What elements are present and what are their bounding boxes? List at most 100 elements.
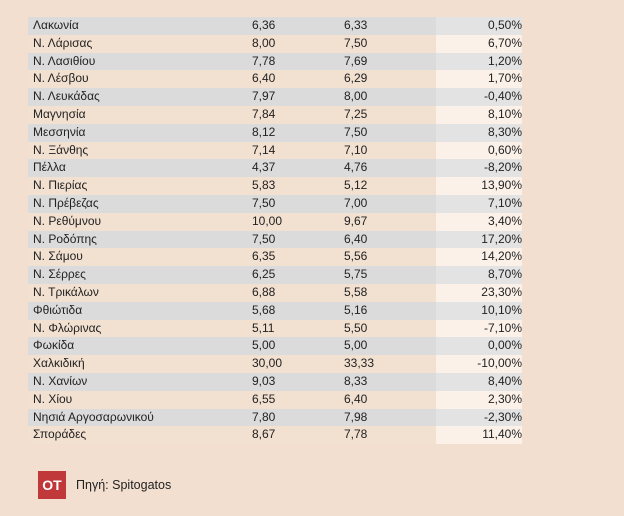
table-row: Ν. Σέρρες 6,25 5,75 8,70% — [28, 266, 522, 284]
region-name-cell: Χαλκιδική — [33, 356, 85, 371]
change-percent-cell: 8,30% — [436, 123, 522, 142]
value-2022-cell: 4,76 — [344, 160, 368, 175]
region-name-cell: Ν. Σάμου — [33, 249, 83, 264]
value-2023-cell: 4,37 — [252, 160, 276, 175]
table-row: Ν. Πιερίας 5,83 5,12 13,90% — [28, 177, 522, 195]
value-2022-cell: 7,69 — [344, 53, 368, 68]
change-percent-cell: 8,70% — [436, 266, 522, 284]
region-name-cell: Ν. Ρεθύμνου — [33, 213, 102, 228]
change-percent-cell: -0,40% — [436, 88, 522, 106]
value-2022-cell: 5,16 — [344, 302, 368, 317]
table-row: Λακωνία 6,36 6,33 0,50% — [28, 17, 522, 35]
region-name-cell: Μαγνησία — [33, 106, 86, 121]
region-name-cell: Μεσσηνία — [33, 124, 86, 139]
value-2023-cell: 8,12 — [252, 124, 276, 139]
table-row: Ν. Λέσβου 6,40 6,29 1,70% — [28, 70, 522, 89]
value-2023-cell: 5,00 — [252, 338, 276, 353]
change-percent-cell: 8,10% — [436, 105, 522, 124]
table-row: Ν. Ξάνθης 7,14 7,10 0,60% — [28, 141, 522, 160]
value-2022-cell: 7,25 — [344, 106, 368, 121]
value-2023-cell: 5,68 — [252, 302, 276, 317]
table-row: Ν. Λευκάδας 7,97 8,00 -0,40% — [28, 88, 522, 106]
change-percent-cell: 6,70% — [436, 34, 522, 53]
region-name-cell: Ν. Σέρρες — [33, 267, 86, 282]
change-percent-cell: -2,30% — [436, 408, 522, 427]
value-2022-cell: 7,10 — [344, 142, 368, 157]
region-name-cell: Ν. Λέσβου — [33, 71, 89, 86]
table-row: Φθιώτιδα 5,68 5,16 10,10% — [28, 301, 522, 320]
table-row: Μαγνησία 7,84 7,25 8,10% — [28, 105, 522, 124]
value-2022-cell: 5,75 — [344, 267, 368, 282]
value-2023-cell: 5,83 — [252, 178, 276, 193]
change-percent-cell: -10,00% — [436, 355, 522, 373]
value-2022-cell: 5,00 — [344, 338, 368, 353]
change-percent-cell: 23,30% — [436, 283, 522, 302]
ot-logo: ΟΤ — [38, 471, 66, 499]
value-2023-cell: 7,97 — [252, 89, 276, 104]
value-2022-cell: 5,56 — [344, 249, 368, 264]
region-name-cell: Ν. Ροδόπης — [33, 231, 97, 246]
price-table: Λακωνία 6,36 6,33 0,50% Ν. Λάρισας 8,00 7,50 6,… — [28, 17, 522, 445]
value-2022-cell: 5,58 — [344, 284, 368, 299]
value-2023-cell: 30,00 — [252, 356, 283, 371]
table-row: Πέλλα 4,37 4,76 -8,20% — [28, 159, 522, 178]
value-2023-cell: 6,40 — [252, 71, 276, 86]
value-2022-cell: 6,40 — [344, 231, 368, 246]
table-row: Ν. Λασιθίου 7,78 7,69 1,20% — [28, 52, 522, 71]
value-2023-cell: 10,00 — [252, 213, 283, 228]
value-2023-cell: 6,35 — [252, 249, 276, 264]
change-percent-cell: 0,60% — [436, 141, 522, 160]
table-row: Ν. Λάρισας 8,00 7,50 6,70% — [28, 34, 522, 53]
region-name-cell: Ν. Πιερίας — [33, 178, 88, 193]
change-percent-cell: 17,20% — [436, 230, 522, 249]
change-percent-cell: 11,40% — [436, 426, 522, 445]
change-percent-cell: 10,10% — [436, 301, 522, 320]
value-2023-cell: 7,84 — [252, 106, 276, 121]
region-name-cell: Φθιώτιδα — [33, 302, 83, 317]
region-name-cell: Ν. Λάρισας — [33, 35, 93, 50]
value-2022-cell: 7,50 — [344, 124, 368, 139]
value-2023-cell: 6,36 — [252, 18, 276, 32]
value-2022-cell: 8,00 — [344, 89, 368, 104]
region-name-cell: Ν. Λευκάδας — [33, 89, 100, 104]
value-2023-cell: 7,80 — [252, 409, 276, 424]
table-row: Ν. Σάμου 6,35 5,56 14,20% — [28, 248, 522, 267]
value-2022-cell: 5,50 — [344, 320, 368, 335]
table-row: Ν. Ροδόπης 7,50 6,40 17,20% — [28, 230, 522, 249]
table-row: Ν. Τρικάλων 6,88 5,58 23,30% — [28, 283, 522, 302]
value-2022-cell: 9,67 — [344, 213, 368, 228]
region-name-cell: Σποράδες — [33, 427, 87, 442]
value-2023-cell: 9,03 — [252, 373, 276, 388]
change-percent-cell: 1,70% — [436, 70, 522, 89]
value-2022-cell: 5,12 — [344, 178, 368, 193]
value-2022-cell: 33,33 — [344, 356, 375, 371]
table-row: Ν. Πρέβεζας 7,50 7,00 7,10% — [28, 194, 522, 213]
value-2022-cell: 6,29 — [344, 71, 368, 86]
region-name-cell: Φωκίδα — [33, 338, 75, 353]
region-name-cell: Ν. Πρέβεζας — [33, 195, 99, 210]
value-2022-cell: 7,50 — [344, 35, 368, 50]
footer: ΟΤ Πηγή: Spitogatos — [38, 471, 171, 499]
change-percent-cell: 0,50% — [436, 17, 522, 35]
table-row: Σποράδες 8,67 7,78 11,40% — [28, 426, 522, 445]
value-2023-cell: 8,00 — [252, 35, 276, 50]
value-2022-cell: 7,00 — [344, 195, 368, 210]
region-name-cell: Ν. Φλώρινας — [33, 320, 102, 335]
region-name-cell: Ν. Λασιθίου — [33, 53, 96, 68]
table-row: Ν. Ρεθύμνου 10,00 9,67 3,40% — [28, 212, 522, 231]
value-2022-cell: 7,98 — [344, 409, 368, 424]
table-row: Ν. Χίου 6,55 6,40 2,30% — [28, 390, 522, 409]
value-2023-cell: 8,67 — [252, 427, 276, 442]
region-name-cell: Νησιά Αργοσαρωνικού — [33, 409, 154, 424]
value-2022-cell: 7,78 — [344, 427, 368, 442]
value-2023-cell: 5,11 — [252, 320, 275, 335]
region-name-cell: Πέλλα — [33, 160, 66, 175]
table-row: Χαλκιδική 30,00 33,33 -10,00% — [28, 355, 522, 373]
value-2023-cell: 6,25 — [252, 267, 276, 282]
change-percent-cell: 3,40% — [436, 212, 522, 231]
change-percent-cell: 14,20% — [436, 248, 522, 267]
region-name-cell: Λακωνία — [33, 18, 79, 32]
value-2022-cell: 6,33 — [344, 18, 368, 32]
change-percent-cell: -8,20% — [436, 159, 522, 178]
table-row: Ν. Χανίων 9,03 8,33 8,40% — [28, 372, 522, 391]
